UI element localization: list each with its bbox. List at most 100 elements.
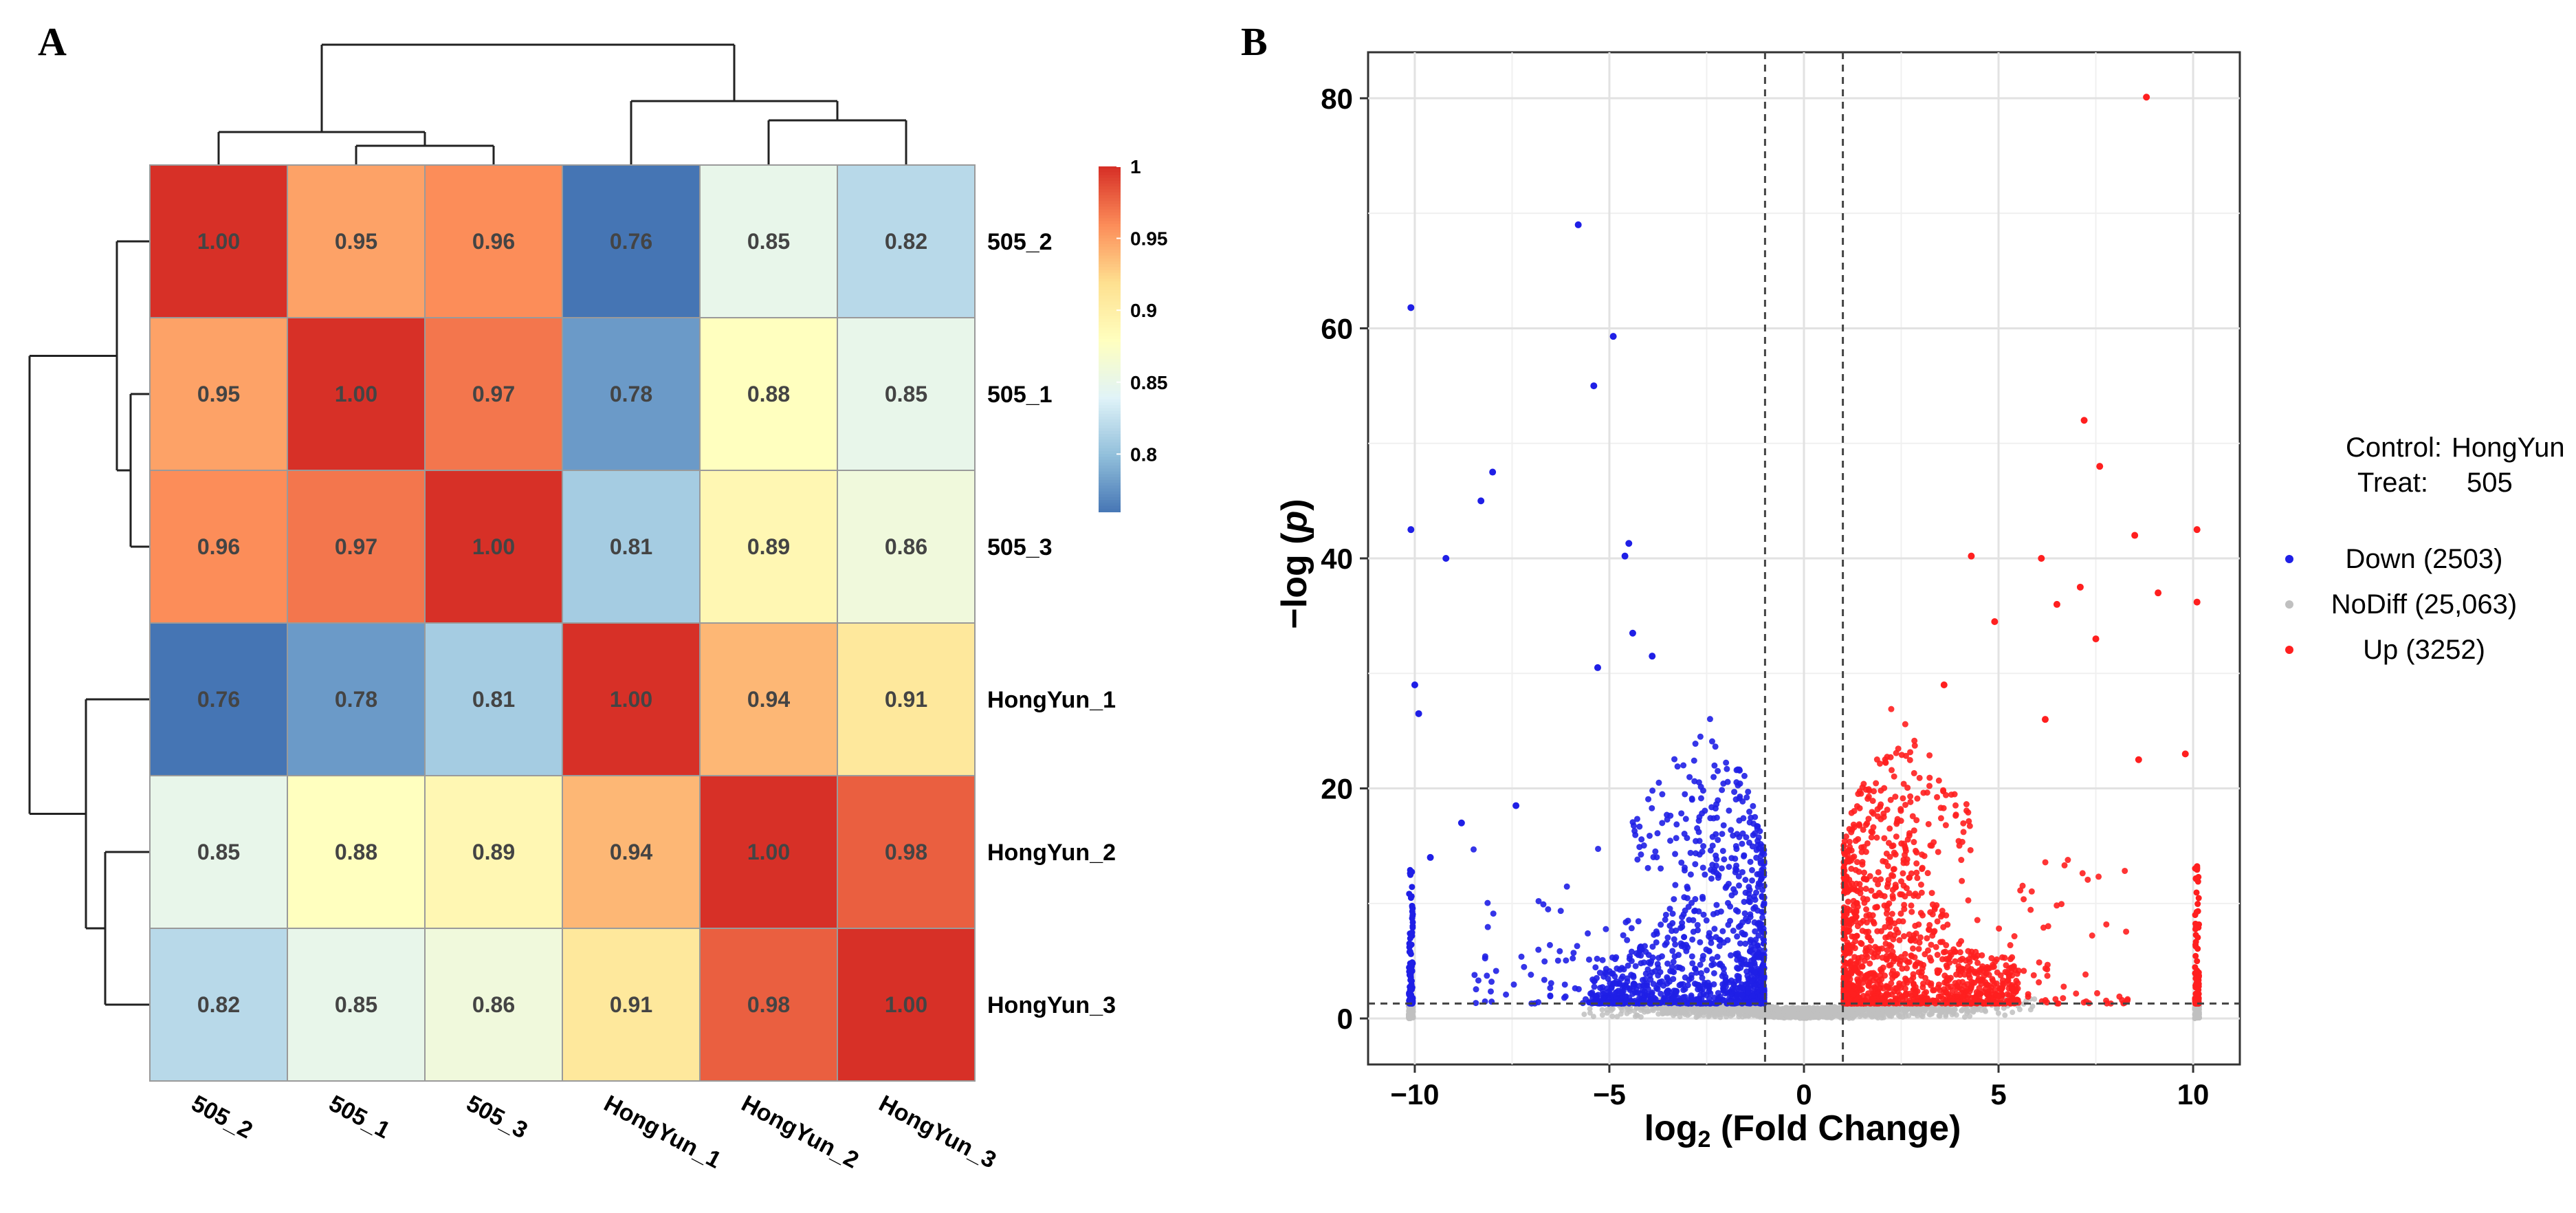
up-point — [1904, 959, 1911, 965]
up-point — [1901, 901, 1908, 908]
up-point — [1957, 957, 1964, 963]
up-point — [1952, 802, 1959, 809]
up-point — [1971, 968, 1978, 975]
down-point — [1644, 966, 1651, 973]
colorbar-band — [1099, 405, 1121, 409]
colorbar-tick-label: 0.8 — [1130, 444, 1157, 465]
nodiff-point — [1953, 1012, 1959, 1018]
up-point — [1968, 983, 1975, 990]
up-point — [1862, 822, 1869, 829]
up-point — [1850, 821, 1857, 828]
colorbar-band — [1099, 172, 1121, 176]
up-point — [1885, 916, 1892, 923]
colorbar-band — [1099, 198, 1121, 202]
heatmap-cell — [562, 470, 701, 624]
colorbar-band — [1099, 206, 1121, 210]
nodiff-point — [1590, 1014, 1596, 1020]
up-point — [1918, 889, 1925, 896]
up-point — [1963, 801, 1970, 808]
colorbar-band — [1099, 508, 1121, 512]
down-point — [1655, 779, 1662, 786]
heatmap-cell-value: 0.96 — [472, 229, 515, 254]
up-point — [2193, 990, 2200, 997]
axis-ticks: −10 −5 0 5 10 0 20 40 60 80 — [1321, 83, 2209, 1111]
down-point — [1758, 875, 1765, 882]
heatmap-row-label: 505_3 — [987, 534, 1053, 560]
down-point — [1697, 783, 1704, 790]
up-point — [1997, 972, 2004, 979]
down-point — [1679, 914, 1686, 921]
down-point — [1658, 953, 1665, 960]
up-point — [2002, 968, 2009, 975]
heatmap-column-labels: 505_2 505_1 505_3 HongYun_1 HongYun_2 HongYun… — [187, 1091, 1000, 1174]
down-point — [1672, 851, 1679, 857]
down-point — [1739, 868, 1746, 875]
up-point — [1902, 985, 1908, 992]
down-point — [1669, 920, 1676, 927]
up-point — [1908, 908, 1915, 915]
nodiff-point — [1737, 1012, 1743, 1018]
heatmap-cell — [837, 317, 976, 471]
up-point — [2005, 976, 2012, 983]
up-point — [1897, 1000, 1904, 1007]
up-point — [1862, 849, 1869, 855]
down-point — [1631, 827, 1638, 834]
down-point — [1723, 759, 1730, 766]
up-point — [1943, 912, 1950, 919]
down-point — [1747, 858, 1754, 865]
up-point — [1889, 910, 1895, 917]
heatmap-cell-value: 1.00 — [610, 687, 652, 712]
down-point — [1407, 976, 1414, 983]
up-point — [1895, 745, 1902, 752]
up-point — [1910, 945, 1917, 952]
down-point — [1755, 954, 1762, 961]
down-point — [1730, 886, 1737, 893]
colorbar-band — [1099, 399, 1121, 404]
colorbar-band — [1099, 362, 1121, 366]
up-point — [2194, 866, 2201, 873]
colorbar-band — [1099, 428, 1121, 432]
heatmap-cell-value: 1.00 — [197, 229, 240, 254]
down-point — [1503, 991, 1510, 998]
colorbar-band — [1099, 396, 1121, 400]
up-point — [1902, 801, 1909, 808]
nodiff-point — [1633, 1012, 1640, 1018]
up-point — [1901, 933, 1908, 940]
down-point — [1561, 981, 1568, 988]
heatmap-cell — [562, 622, 701, 776]
down-point — [1546, 941, 1553, 948]
up-point — [1882, 924, 1889, 930]
up-point — [1996, 925, 2003, 932]
panel-label-a: A — [38, 19, 67, 64]
up-point — [1853, 908, 1860, 915]
up-point — [1858, 954, 1865, 961]
colorbar-band — [1099, 180, 1121, 185]
nodiff-point — [1974, 1007, 1981, 1013]
up-point — [1884, 754, 1891, 761]
down-point — [1409, 915, 1416, 922]
down-point — [1741, 910, 1748, 917]
down-point — [1699, 810, 1706, 817]
down-point — [1672, 882, 1679, 888]
down-point — [1706, 948, 1713, 954]
down-point — [1556, 948, 1563, 954]
nodiff-point — [1963, 1006, 1970, 1012]
up-point — [2155, 589, 2162, 597]
up-point — [1950, 946, 1957, 953]
up-point — [1999, 985, 2005, 992]
down-point — [1658, 921, 1664, 928]
down-point — [1671, 756, 1678, 763]
heatmap-row-label: HongYun_1 — [987, 687, 1116, 713]
colorbar-band — [1099, 212, 1121, 217]
colorbar-band — [1099, 189, 1121, 193]
colorbar-band — [1099, 466, 1121, 470]
heatmap-colorbar: 1 0.95 0.9 0.85 0.8 — [1099, 156, 1168, 512]
up-point — [1853, 802, 1860, 809]
up-point — [1869, 809, 1875, 816]
nodiff-point — [2032, 996, 2038, 1002]
heatmap-cell-value: 0.82 — [885, 229, 927, 254]
legend-control-value: HongYun — [2452, 433, 2565, 463]
heatmap-cell-value: 0.88 — [747, 382, 790, 406]
down-point — [1535, 897, 1542, 904]
colorbar-band — [1099, 345, 1121, 349]
